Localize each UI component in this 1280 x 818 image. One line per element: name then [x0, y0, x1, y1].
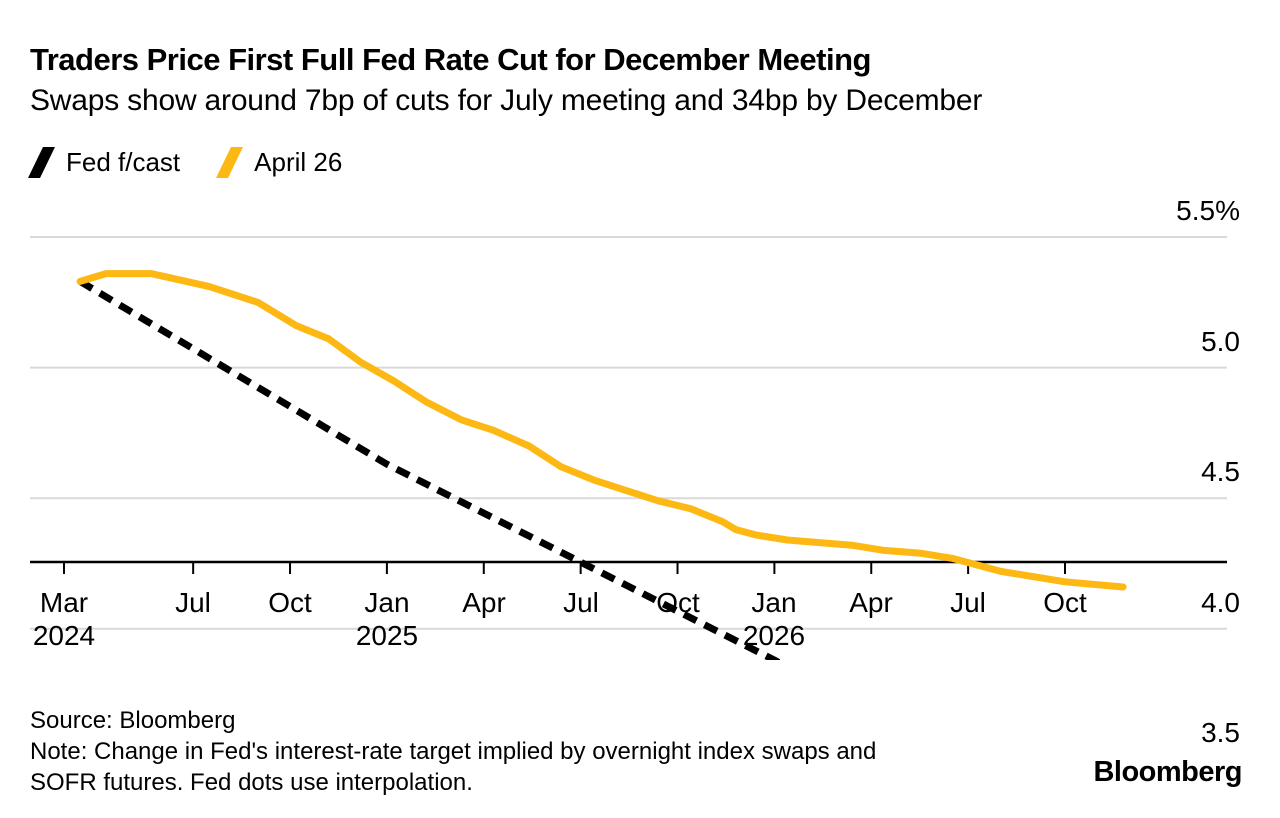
series-april-26-line: [76, 270, 1127, 591]
chart-canvas: [30, 236, 1227, 660]
x-axis-label: Jan: [364, 587, 410, 618]
x-axis-label: Apr: [849, 587, 893, 618]
note-line-2: SOFR futures. Fed dots use interpolation…: [30, 769, 473, 796]
x-axis-label: Jan: [751, 587, 797, 618]
footnotes: Source: Bloomberg Note: Change in Fed's …: [30, 705, 876, 798]
source-line: Source: Bloomberg: [30, 707, 236, 734]
legend-item-april-26: April 26: [216, 147, 342, 178]
y-axis-label: 4.0: [1201, 587, 1240, 618]
x-axis-year-label: 2026: [742, 620, 806, 651]
chart-subtitle: Swaps show around 7bp of cuts for July m…: [30, 84, 983, 117]
x-axis-label: Jul: [563, 587, 599, 618]
x-axis-label: Mar: [39, 587, 89, 618]
bloomberg-logo: Bloomberg: [1093, 756, 1242, 788]
x-axis-label: Jul: [950, 587, 986, 618]
plot-area: 5.5%5.04.54.03.53.0MarJulOctJanAprJulOct…: [30, 195, 1240, 748]
april-26-slash-icon: [216, 147, 244, 178]
x-axis-label: Oct: [268, 587, 312, 618]
x-axis-label: Oct: [656, 587, 700, 618]
y-axis-label: 5.5%: [1176, 195, 1240, 226]
y-axis-label: 5.0: [1201, 326, 1240, 357]
x-axis-label: Oct: [1043, 587, 1087, 618]
fed-fcast-slash-icon: [28, 147, 55, 178]
note-line-1: Note: Change in Fed's interest-rate targ…: [30, 738, 877, 765]
x-axis-label: Jul: [175, 587, 211, 618]
legend-item-fed-fcast: Fed f/cast: [28, 147, 180, 178]
x-axis-label: Apr: [462, 587, 506, 618]
chart-title: Traders Price First Full Fed Rate Cut fo…: [30, 42, 871, 77]
legend: Fed f/cast April 26: [28, 147, 342, 178]
legend-label-april-26: April 26: [254, 147, 343, 177]
y-axis-label: 4.5: [1201, 456, 1240, 487]
x-axis-year-label: 2024: [32, 620, 96, 651]
x-axis-year-label: 2025: [355, 620, 419, 651]
legend-label-fed-fcast: Fed f/cast: [66, 147, 181, 177]
y-axis-label: 3.5: [1201, 717, 1240, 748]
